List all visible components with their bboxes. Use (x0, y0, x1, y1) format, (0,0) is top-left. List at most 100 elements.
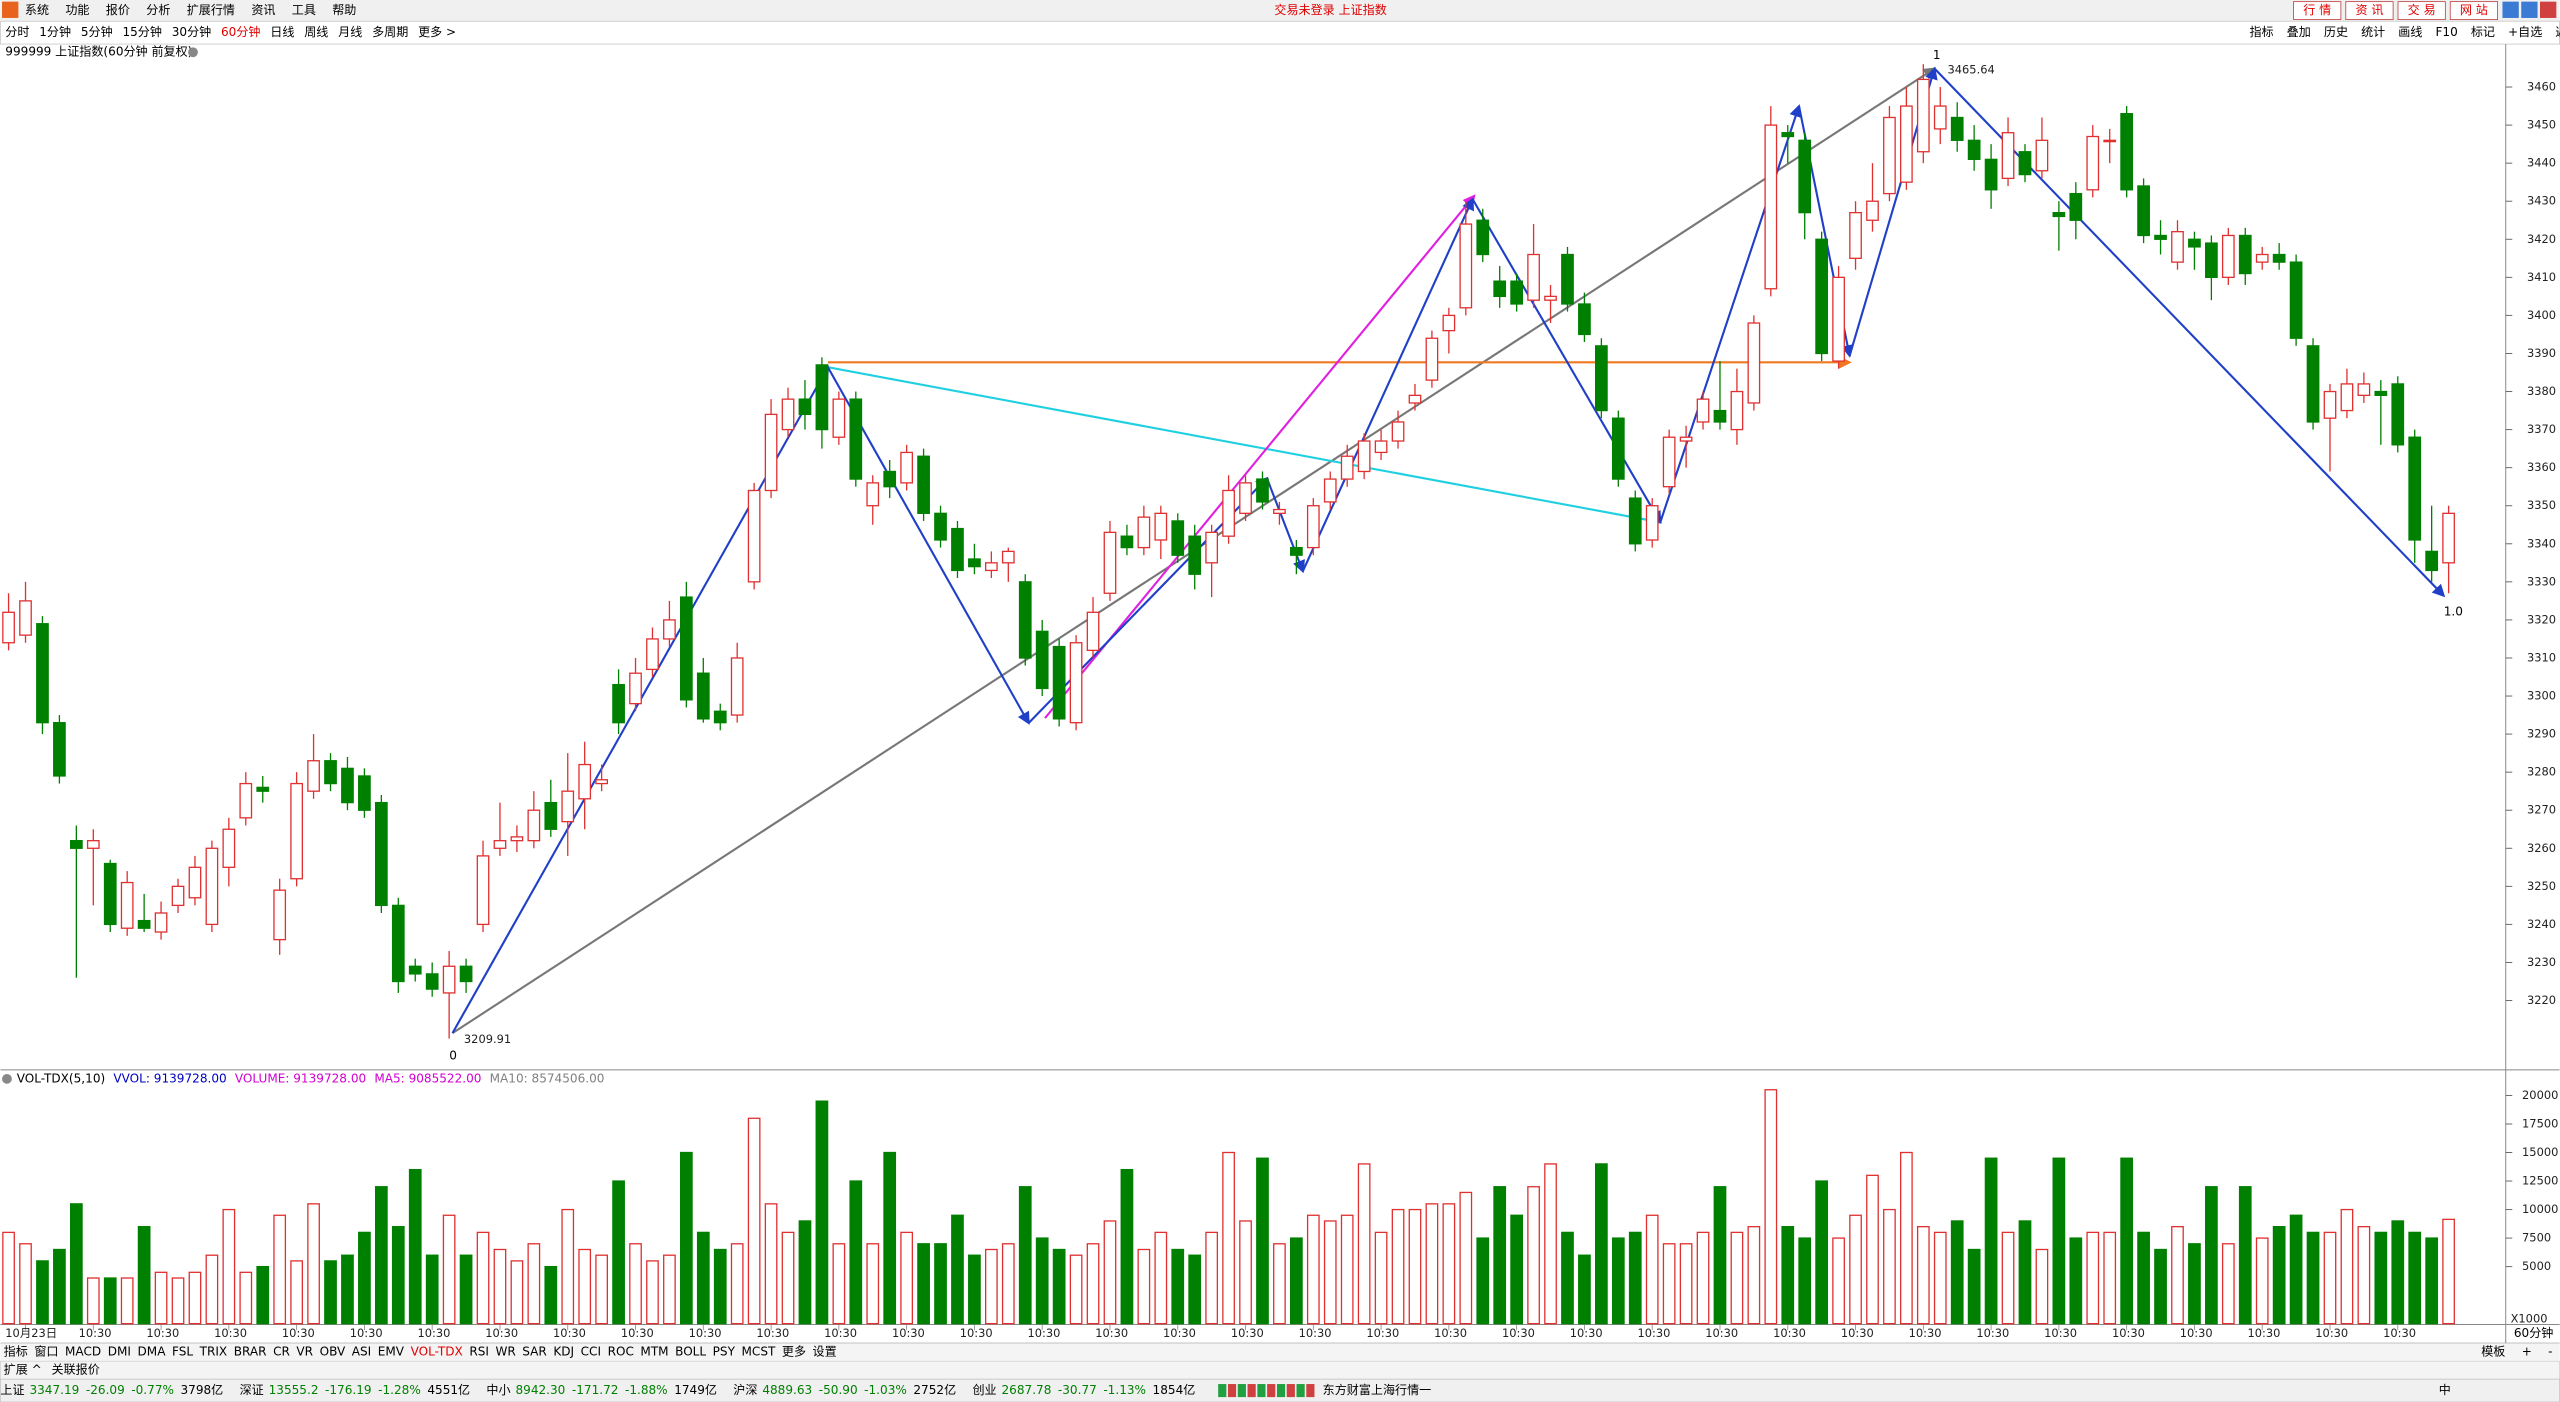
candle-body (747, 489, 761, 583)
title-menu-icon[interactable] (188, 47, 198, 58)
candle-body (1967, 139, 1981, 161)
wave-line[interactable] (1301, 197, 1474, 572)
candle-body (1561, 253, 1574, 305)
sub-tab[interactable]: 关联报价 (52, 1362, 100, 1377)
quick-button[interactable] (2449, 1, 2498, 20)
wave-line[interactable] (1659, 104, 1802, 523)
tool-button[interactable]: 历史 (2324, 25, 2348, 39)
tool-button[interactable]: 叠加 (2287, 25, 2311, 39)
volume-bar (917, 1243, 930, 1325)
candle-body (1696, 398, 1710, 423)
period-tab[interactable]: 15分钟 (122, 24, 161, 39)
indicator-tab[interactable]: TRIX (199, 1345, 228, 1359)
menu-item[interactable]: 工具 (292, 3, 316, 17)
indicator-tab[interactable]: SAR (522, 1345, 547, 1359)
period-tab[interactable]: 30分钟 (172, 24, 211, 39)
template-button[interactable]: - (2548, 1345, 2552, 1359)
period-tab[interactable]: 分时 (5, 25, 29, 39)
window-button[interactable] (2502, 1, 2519, 18)
indicator-tab[interactable]: 更多 (782, 1345, 806, 1359)
indicator-tab[interactable]: CCI (581, 1345, 601, 1359)
tool-button[interactable]: +自选 (2508, 25, 2542, 39)
window-button[interactable] (2521, 1, 2538, 18)
candle-body (1781, 132, 1795, 138)
indicator-tab[interactable]: ROC (608, 1345, 634, 1359)
menu-item[interactable]: 功能 (65, 3, 89, 17)
x-tick-label: 10:30 (1434, 1326, 1467, 1340)
indicator-tab[interactable]: MACD (65, 1345, 101, 1359)
volume-bar (527, 1243, 541, 1325)
quick-button-label[interactable]: 资 讯 (2355, 3, 2383, 17)
quick-button[interactable] (2293, 1, 2342, 20)
volume-bar (1595, 1163, 1608, 1325)
period-tab[interactable]: 1分钟 (39, 24, 71, 39)
indicator-tab[interactable]: BRAR (234, 1345, 267, 1359)
tool-button[interactable]: 标记 (2471, 25, 2495, 39)
indicator-tab[interactable]: KDJ (553, 1345, 574, 1359)
menu-item[interactable]: 资讯 (251, 3, 275, 17)
quick-button-label[interactable]: 行 情 (2303, 3, 2331, 17)
quick-button-label[interactable]: 交 易 (2408, 2, 2436, 17)
panel-menu-icon[interactable] (2, 1073, 12, 1084)
volume-bar (2391, 1220, 2405, 1325)
quick-button[interactable] (2397, 1, 2446, 20)
indicator-tab[interactable]: OBV (320, 1345, 346, 1359)
volume-bar (578, 1248, 592, 1325)
volume-bar (2052, 1157, 2066, 1325)
indicator-tab[interactable]: MCST (742, 1345, 776, 1359)
indicator-tab[interactable]: EMV (378, 1345, 405, 1359)
period-tab[interactable]: 多周期 (372, 25, 408, 39)
wave-line[interactable] (1471, 198, 1662, 525)
indicator-tab[interactable]: FSL (172, 1345, 193, 1359)
period-tab[interactable]: 周线 (304, 25, 328, 39)
indicator-tab[interactable]: DMI (108, 1345, 131, 1359)
trend-line[interactable] (827, 366, 1663, 527)
y-tick-label: 3360 (2527, 460, 2556, 474)
y-tick-label: 3390 (2527, 346, 2556, 360)
tool-button[interactable]: F10 (2435, 25, 2457, 39)
volume-bar (934, 1243, 947, 1325)
menu-item[interactable]: 分析 (146, 3, 170, 17)
indicator-tab[interactable]: BOLL (675, 1345, 706, 1359)
period-tab[interactable]: 月线 (338, 25, 362, 39)
indicator-tab[interactable]: 窗口 (34, 1345, 58, 1359)
indicator-tab[interactable]: VOL-TDX (411, 1345, 463, 1359)
quote-pct: -1.28% (378, 1383, 421, 1397)
tool-button[interactable]: 统计 (2361, 25, 2385, 39)
menu-item[interactable]: 扩展行情 (187, 3, 235, 17)
template-button[interactable]: + (2522, 1345, 2532, 1359)
trend-line[interactable] (1044, 194, 1476, 719)
indicator-tab[interactable]: RSI (469, 1345, 489, 1359)
tool-button[interactable]: 返回 (2555, 25, 2560, 39)
volume-bar (2069, 1237, 2083, 1325)
indicator-tab[interactable]: PSY (713, 1345, 736, 1359)
menu-item[interactable]: 报价 (106, 2, 130, 17)
indicator-tab[interactable]: 指标 (4, 1344, 28, 1359)
indicator-tab[interactable]: MTM (640, 1345, 668, 1359)
period-tab[interactable]: 日线 (270, 25, 294, 39)
candle-body (1306, 505, 1320, 549)
indicator-tab[interactable]: WR (495, 1345, 516, 1359)
x-tick-label: 10:30 (1366, 1326, 1399, 1340)
indicator-tab[interactable]: 设置 (813, 1345, 837, 1359)
indicator-tab[interactable]: VR (296, 1345, 313, 1359)
tool-button[interactable]: 画线 (2398, 25, 2422, 39)
template-button[interactable]: 模板 (2481, 1345, 2505, 1359)
menu-item[interactable]: 系统 (25, 3, 49, 17)
period-tab[interactable]: 60分钟 (221, 24, 260, 39)
period-tab[interactable]: 5分钟 (81, 24, 113, 39)
volume-bar (2238, 1186, 2252, 1325)
indicator-tab[interactable]: DMA (138, 1345, 167, 1359)
sub-tab[interactable]: 扩展 ^ (4, 1363, 42, 1377)
x-tick-label: 10:30 (2315, 1326, 2348, 1340)
quick-button[interactable] (2345, 1, 2394, 20)
menu-item[interactable]: 帮助 (332, 3, 356, 17)
quick-button-label[interactable]: 网 站 (2460, 3, 2488, 17)
candle-body (849, 398, 863, 480)
period-tab[interactable]: 更多 > (418, 25, 456, 39)
indicator-tab[interactable]: CR (273, 1345, 290, 1359)
window-button[interactable] (2540, 1, 2557, 18)
indicator-tab[interactable]: ASI (352, 1345, 371, 1359)
tool-button[interactable]: 指标 (2249, 24, 2273, 39)
volume-bar (1222, 1151, 1235, 1325)
